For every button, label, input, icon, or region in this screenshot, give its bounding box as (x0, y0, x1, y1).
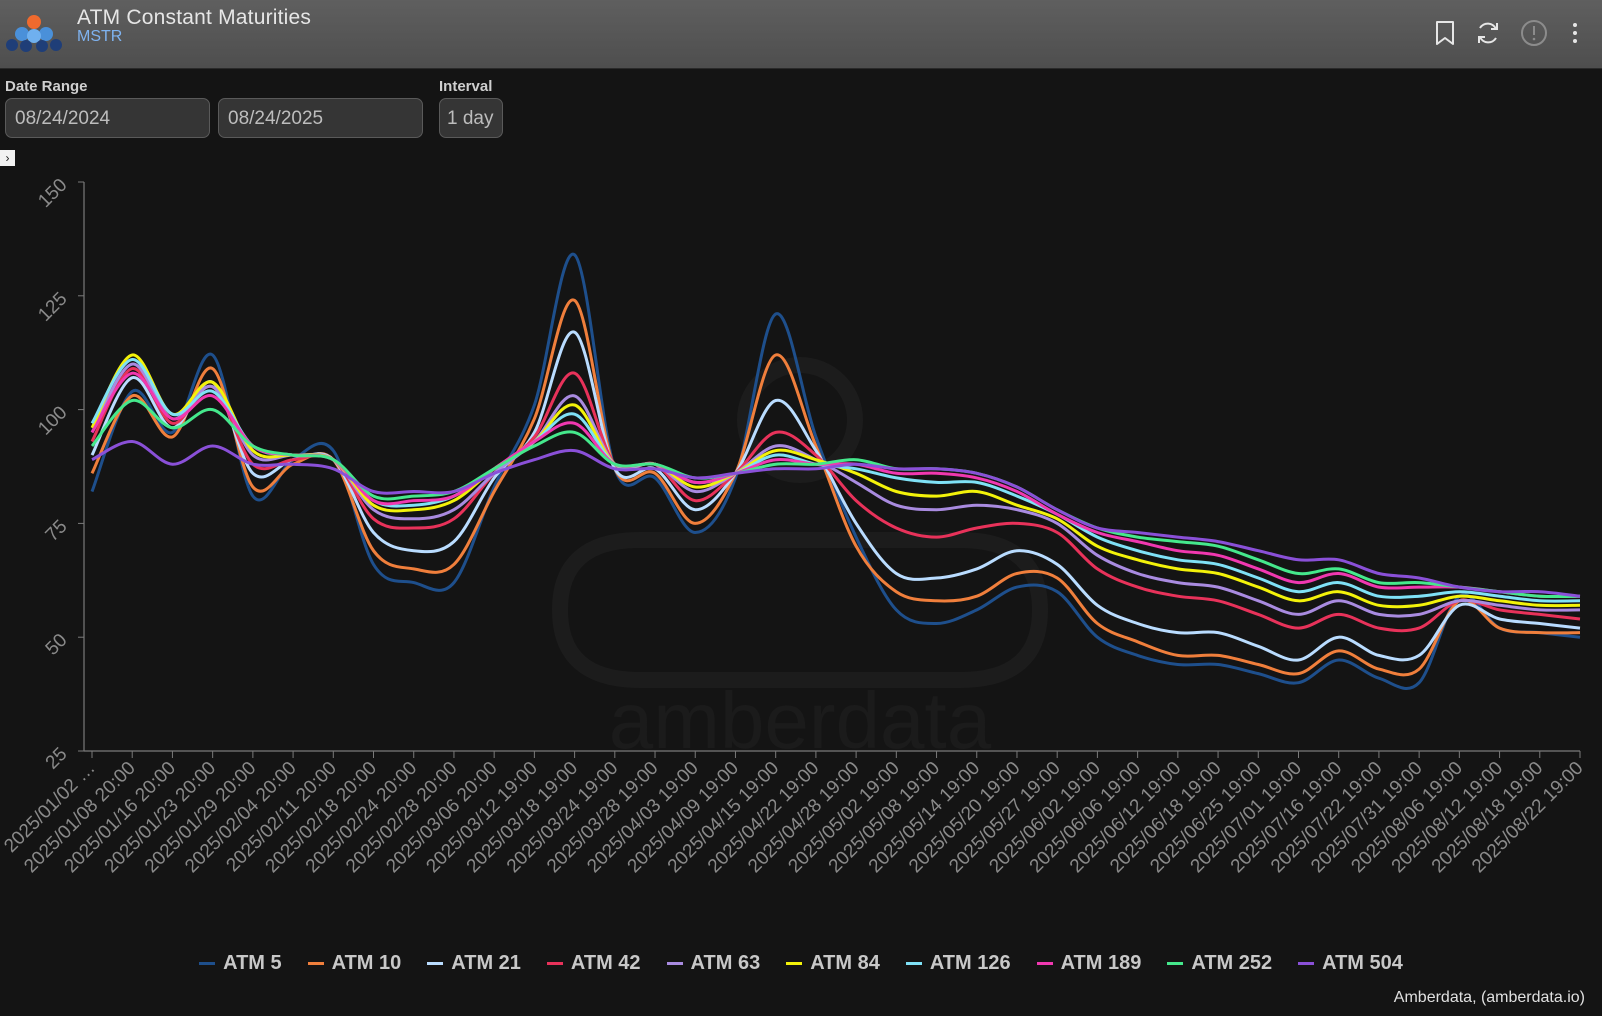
legend-item-atm-252[interactable]: ATM 252 (1167, 952, 1272, 975)
legend-label: ATM 5 (223, 952, 282, 974)
vertical-dots-icon (1573, 23, 1577, 43)
header-bar: ATM Constant Maturities MSTR (0, 0, 1602, 69)
series-line-atm-84 (90, 353, 1581, 609)
legend-item-atm-63[interactable]: ATM 63 (666, 952, 761, 975)
ticker-subtitle: MSTR (77, 28, 123, 45)
legend-label: ATM 21 (451, 952, 521, 974)
legend-item-atm-84[interactable]: ATM 84 (786, 952, 880, 975)
legend-item-atm-5[interactable]: ATM 5 (199, 952, 282, 975)
series-line-atm-5 (90, 252, 1581, 690)
legend-label: ATM 84 (810, 952, 880, 974)
legend-swatch (786, 962, 803, 965)
refresh-icon (1478, 22, 1498, 44)
date-range-label: Date Range (5, 78, 88, 95)
legend-item-atm-10[interactable]: ATM 10 (307, 952, 402, 975)
legend-label: ATM 504 (1322, 952, 1403, 974)
chevron-right-icon: › (5, 151, 10, 165)
credit-text: Amberdata, (amberdata.io) (1393, 989, 1585, 1006)
y-tick-label: 25 (42, 744, 72, 774)
legend-swatch (546, 962, 563, 965)
series-lines (90, 252, 1581, 690)
interval-label: Interval (439, 78, 493, 95)
controls-panel: Date Range 08/24/2024 08/24/2025 Interva… (0, 68, 1602, 158)
y-tick-label: 100 (34, 402, 71, 439)
legend-swatch (199, 962, 216, 965)
y-tick-label: 125 (34, 288, 71, 325)
amberdata-logo-icon (6, 15, 62, 52)
legend-item-atm-126[interactable]: ATM 126 (905, 952, 1011, 975)
y-tick-label: 150 (34, 175, 71, 212)
legend-label: ATM 10 (331, 952, 402, 974)
legend: ATM 5 ATM 10 ATM 21 ATM 42 ATM 63 ATM 84 ATM 1… (0, 952, 1602, 975)
legend-swatch (1167, 962, 1184, 965)
series-line-atm-252 (90, 398, 1581, 599)
interval-select[interactable]: 1 day (439, 98, 503, 138)
watermark: amberdata (551, 357, 1049, 765)
legend-swatch (666, 962, 683, 965)
expand-panel-button[interactable]: › (0, 150, 15, 166)
bookmark-icon (1436, 21, 1454, 45)
watermark-text: amberdata (609, 676, 992, 765)
legend-label: ATM 126 (929, 952, 1011, 974)
y-tick-label: 75 (42, 516, 72, 546)
legend-item-atm-42[interactable]: ATM 42 (546, 952, 641, 975)
y-tick-label: 50 (42, 630, 72, 660)
legend-item-atm-189[interactable]: ATM 189 (1036, 952, 1142, 975)
alert-circle-icon (1521, 20, 1547, 46)
end-date-input[interactable]: 08/24/2025 (218, 98, 423, 138)
legend-item-atm-21[interactable]: ATM 21 (427, 952, 521, 975)
legend-label: ATM 63 (690, 952, 761, 974)
legend-swatch (307, 962, 324, 965)
series-line-atm-504 (91, 440, 1581, 598)
legend-swatch (1036, 962, 1053, 965)
more-options-button[interactable] (1565, 18, 1585, 48)
legend-label: ATM 252 (1191, 952, 1273, 974)
legend-swatch (1298, 962, 1315, 965)
legend-swatch (427, 962, 444, 965)
legend-item-atm-504[interactable]: ATM 504 (1298, 952, 1403, 975)
legend-label: ATM 42 (570, 952, 641, 974)
legend-swatch (905, 962, 922, 965)
info-button[interactable] (1519, 18, 1549, 48)
legend-label: ATM 189 (1060, 952, 1142, 974)
refresh-button[interactable] (1473, 18, 1503, 48)
page-title: ATM Constant Maturities (77, 6, 312, 29)
bookmark-button[interactable] (1430, 18, 1460, 48)
start-date-input[interactable]: 08/24/2024 (5, 98, 210, 138)
